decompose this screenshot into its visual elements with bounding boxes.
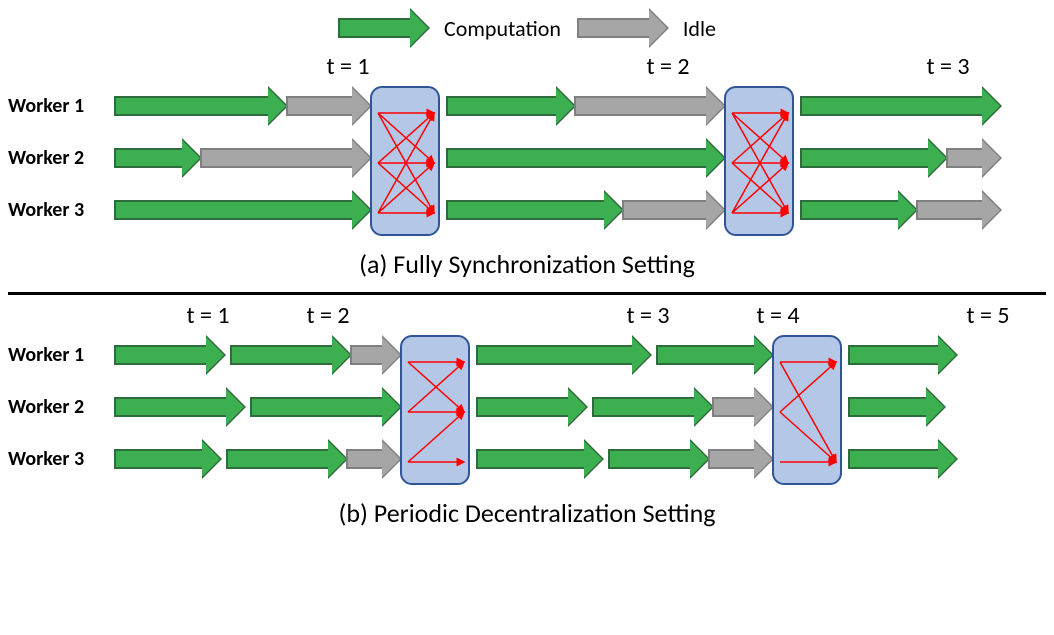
idle-arrow bbox=[946, 140, 1000, 176]
panel-b: t = 1t = 2t = 3t = 4t = 5 Worker 1Worker… bbox=[8, 301, 1046, 529]
worker-row bbox=[114, 186, 370, 234]
panel-a-worker-labels: Worker 1 Worker 2 Worker 3 bbox=[8, 82, 114, 238]
idle-arrow bbox=[350, 337, 400, 373]
comp-arrow bbox=[608, 441, 708, 477]
timestep-label: t = 5 bbox=[966, 301, 1009, 330]
comp-arrow bbox=[230, 337, 350, 373]
panel-b-stage bbox=[114, 331, 956, 487]
comp-arrow bbox=[446, 140, 724, 176]
comp-arrow bbox=[476, 389, 586, 425]
worker-row bbox=[800, 134, 1000, 182]
worker-row bbox=[476, 331, 772, 379]
comp-arrow bbox=[848, 389, 944, 425]
worker-row bbox=[114, 383, 400, 431]
worker-row bbox=[848, 331, 956, 379]
comp-arrow bbox=[114, 140, 200, 176]
idle-arrow bbox=[712, 389, 772, 425]
comp-arrow bbox=[114, 389, 244, 425]
comp-arrow bbox=[476, 337, 650, 373]
comp-arrow bbox=[800, 140, 946, 176]
timestep-label: t = 2 bbox=[646, 52, 689, 81]
panel-b-caption: (b) Periodic Decentralization Setting bbox=[8, 497, 1046, 529]
worker-row bbox=[800, 186, 1000, 234]
legend-idle-label: Idle bbox=[683, 15, 716, 42]
comp-arrow bbox=[114, 337, 224, 373]
timestep-label: t = 2 bbox=[306, 301, 349, 330]
sync-box bbox=[724, 86, 794, 236]
sync-box bbox=[400, 335, 470, 485]
comp-arrow bbox=[338, 10, 428, 46]
legend: Computation Idle bbox=[8, 10, 1046, 46]
comp-arrow bbox=[848, 337, 956, 373]
worker-label: Worker 1 bbox=[8, 343, 114, 367]
comp-arrow bbox=[114, 192, 370, 228]
panel-a-stage bbox=[114, 82, 1000, 238]
comp-arrow bbox=[226, 441, 346, 477]
panel-b-worker-labels: Worker 1 Worker 2 Worker 3 bbox=[8, 331, 114, 487]
comp-arrow bbox=[800, 192, 916, 228]
idle-arrow bbox=[916, 192, 1000, 228]
worker-label: Worker 1 bbox=[8, 94, 114, 118]
legend-comp-label: Computation bbox=[444, 15, 561, 42]
worker-row bbox=[446, 186, 724, 234]
panel-divider bbox=[8, 292, 1046, 295]
comp-arrow bbox=[800, 88, 1000, 124]
timestep-label: t = 3 bbox=[926, 52, 969, 81]
worker-row bbox=[848, 383, 956, 431]
panel-a-timestamps: t = 1 t = 2 t = 3 bbox=[8, 52, 1046, 82]
comp-arrow bbox=[446, 192, 622, 228]
comp-arrow bbox=[592, 389, 712, 425]
timestep-label: t = 1 bbox=[326, 52, 369, 81]
idle-arrow bbox=[577, 10, 667, 46]
worker-row bbox=[114, 82, 370, 130]
worker-row bbox=[114, 134, 370, 182]
idle-arrow bbox=[346, 441, 400, 477]
worker-label: Worker 3 bbox=[8, 447, 114, 471]
comp-arrow bbox=[446, 88, 574, 124]
timestep-label: t = 1 bbox=[186, 301, 229, 330]
idle-arrow bbox=[286, 88, 370, 124]
comp-arrow bbox=[476, 441, 602, 477]
worker-row bbox=[476, 383, 772, 431]
comp-arrow bbox=[656, 337, 772, 373]
idle-arrow bbox=[622, 192, 724, 228]
timestep-label: t = 4 bbox=[756, 301, 799, 330]
comp-arrow bbox=[250, 389, 400, 425]
sync-box bbox=[772, 335, 842, 485]
panel-a: t = 1 t = 2 t = 3 Worker 1 Worker 2 Worker 3… bbox=[8, 52, 1046, 280]
idle-arrow bbox=[200, 140, 370, 176]
panel-b-timestamps: t = 1 t = 2 t = 3 t = 4 t = 5 bbox=[8, 301, 1046, 331]
comp-arrow bbox=[848, 441, 956, 477]
timestep-label: t = 3 bbox=[626, 301, 669, 330]
worker-label: Worker 2 bbox=[8, 146, 114, 170]
sync-box bbox=[370, 86, 440, 236]
worker-label: Worker 2 bbox=[8, 395, 114, 419]
comp-arrow bbox=[114, 441, 220, 477]
worker-row bbox=[446, 82, 724, 130]
worker-label: Worker 3 bbox=[8, 198, 114, 222]
worker-row bbox=[446, 134, 724, 182]
idle-arrow bbox=[574, 88, 724, 124]
worker-row bbox=[114, 331, 400, 379]
worker-row bbox=[800, 82, 1000, 130]
worker-row bbox=[114, 435, 400, 483]
panel-a-caption: (a) Fully Synchronization Setting bbox=[8, 248, 1046, 280]
worker-row bbox=[848, 435, 956, 483]
worker-row bbox=[476, 435, 772, 483]
comp-arrow bbox=[114, 88, 286, 124]
idle-arrow bbox=[708, 441, 772, 477]
